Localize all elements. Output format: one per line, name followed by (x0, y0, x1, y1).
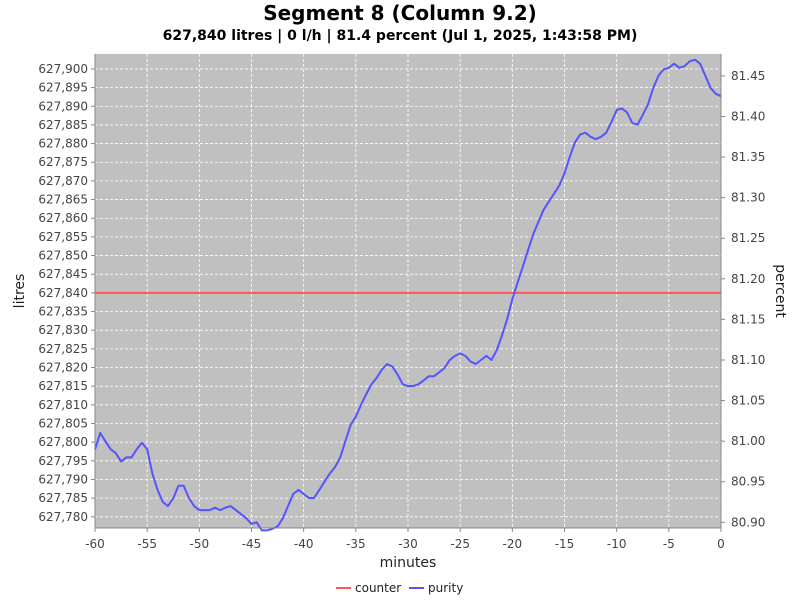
x-tick-label: -15 (555, 537, 575, 551)
y-left-tick-label: 627,860 (38, 211, 88, 225)
y-left-tick-label: 627,820 (38, 361, 88, 375)
series-line-purity (94, 58, 722, 532)
legend-label-purity: purity (428, 581, 463, 595)
x-tick-label: -60 (85, 537, 105, 551)
y-axis-left-label: litres (12, 274, 28, 309)
y-left-tick-label: 627,845 (38, 267, 88, 281)
y-left-tick-label: 627,825 (38, 342, 88, 356)
y-left-tick-label: 627,855 (38, 230, 88, 244)
legend: counter purity (336, 581, 463, 595)
y-right-tick-label: 81.10 (731, 353, 765, 367)
axes: -60 -55 -50 -45 -40 -35 -30 -25 -20 -15 -10 -5 0627,… (38, 54, 765, 551)
y-left-tick-label: 627,830 (38, 323, 88, 337)
x-tick-label: -10 (607, 537, 627, 551)
y-left-tick-label: 627,780 (38, 510, 88, 524)
x-tick-label: -55 (137, 537, 157, 551)
chart-title: Segment 8 (Column 9.2) (263, 1, 537, 25)
y-left-tick-label: 627,885 (38, 118, 88, 132)
x-tick-label: -25 (450, 537, 470, 551)
x-tick-label: -50 (190, 537, 210, 551)
y-left-tick-label: 627,895 (38, 81, 88, 95)
y-left-tick-label: 627,875 (38, 155, 88, 169)
y-left-tick-label: 627,865 (38, 193, 88, 207)
y-right-tick-label: 81.00 (731, 434, 765, 448)
y-left-tick-label: 627,805 (38, 416, 88, 430)
y-right-tick-label: 81.05 (731, 394, 765, 408)
y-right-tick-label: 80.95 (731, 475, 765, 489)
y-left-tick-label: 627,810 (38, 398, 88, 412)
y-left-tick-label: 627,790 (38, 472, 88, 486)
y-left-tick-label: 627,785 (38, 491, 88, 505)
y-right-tick-label: 81.30 (731, 191, 765, 205)
y-left-tick-label: 627,880 (38, 137, 88, 151)
x-tick-label: -5 (663, 537, 675, 551)
y-right-tick-label: 81.15 (731, 312, 765, 326)
y-left-tick-label: 627,835 (38, 305, 88, 319)
y-right-tick-label: 81.40 (731, 109, 765, 123)
y-right-tick-label: 81.25 (731, 231, 765, 245)
y-right-tick-label: 81.45 (731, 69, 765, 83)
x-tick-label: -20 (503, 537, 523, 551)
x-tick-label: -45 (242, 537, 262, 551)
y-left-tick-label: 627,890 (38, 99, 88, 113)
y-left-tick-label: 627,800 (38, 435, 88, 449)
x-tick-label: -30 (398, 537, 418, 551)
y-left-tick-label: 627,900 (38, 62, 88, 76)
chart-subtitle: 627,840 litres | 0 l/h | 81.4 percent (J… (163, 28, 638, 44)
x-tick-label: 0 (717, 537, 725, 551)
x-tick-label: -40 (294, 537, 314, 551)
legend-label-counter: counter (355, 581, 401, 595)
y-left-tick-label: 627,795 (38, 454, 88, 468)
y-left-tick-label: 627,870 (38, 174, 88, 188)
y-left-tick-label: 627,840 (38, 286, 88, 300)
y-right-tick-label: 80.90 (731, 515, 765, 529)
x-axis-label: minutes (380, 555, 437, 571)
y-left-tick-label: 627,850 (38, 249, 88, 263)
y-right-tick-label: 81.20 (731, 272, 765, 286)
series-layer (94, 58, 722, 532)
y-right-tick-label: 81.35 (731, 150, 765, 164)
x-tick-label: -35 (346, 537, 366, 551)
y-axis-right-label: percent (772, 264, 788, 318)
y-left-tick-label: 627,815 (38, 379, 88, 393)
